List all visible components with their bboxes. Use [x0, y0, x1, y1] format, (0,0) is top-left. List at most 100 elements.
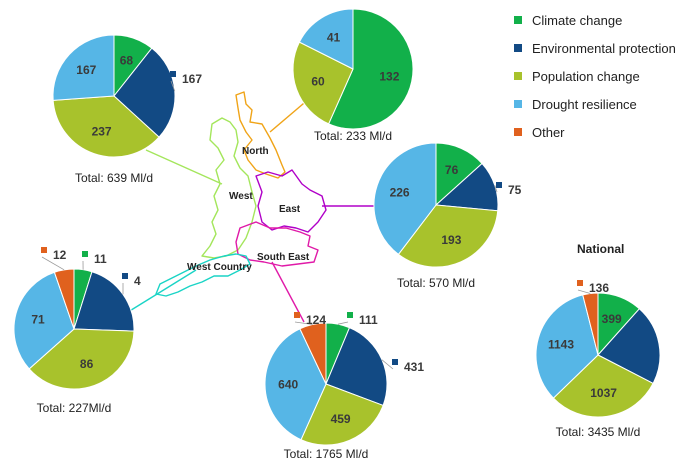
- region-map: [155, 91, 327, 297]
- data-label-west-country-drought-resilience: 71: [31, 313, 45, 327]
- callout-marker-national-other: [577, 280, 583, 286]
- data-label-south-east-drought-resilience: 640: [278, 377, 298, 391]
- data-label-east-climate-change: 76: [445, 163, 459, 177]
- callout-marker-south-east-other: [294, 312, 300, 318]
- region-label-south-east: South East: [257, 252, 310, 263]
- pie-slice-national-other: [582, 292, 599, 356]
- pie-slice-west-population-change: [52, 95, 160, 158]
- pie-slice-south-east-other: [299, 322, 327, 385]
- pie-slice-national-environmental-protection: [597, 308, 661, 385]
- pie-slice-south-east-environmental-protection: [325, 327, 388, 407]
- callout-leader-south-east-environmental-protection: [381, 359, 394, 370]
- callout-leader-west-country-other: [41, 256, 65, 271]
- pie-slice-national-population-change: [552, 354, 654, 418]
- legend-label-climate: Climate change: [532, 13, 622, 28]
- pie-slice-west-drought-resilience: [52, 34, 115, 101]
- pie-national: 399 1037 1143 136 Total: 3435 Ml/d: [535, 280, 661, 439]
- region-label-east: East: [279, 204, 301, 215]
- connector-west-country: [127, 269, 197, 313]
- total-label-west: Total: 639 Ml/d: [75, 171, 153, 185]
- data-label-west-population-change: 237: [92, 125, 112, 139]
- legend-swatch-drought: [514, 100, 522, 108]
- pie-west: 68 167 237 167 Total: 639 Ml/d: [52, 34, 202, 185]
- data-label-west-drought-resilience: 167: [76, 63, 96, 77]
- east-region-outline: [255, 169, 327, 233]
- callout-leader-national-other: [577, 289, 591, 294]
- legend-label-population: Population change: [532, 69, 640, 84]
- pie-slice-north-climate-change: [327, 8, 414, 130]
- data-label-south-east-population-change: 459: [331, 412, 351, 426]
- total-label-west-country: Total: 227Ml/d: [37, 401, 112, 415]
- callout-marker-east-environmental-protection: [496, 182, 502, 188]
- pie-slice-west-country-drought-resilience: [13, 271, 75, 370]
- data-label-east-environmental-protection: 75: [508, 183, 522, 197]
- west-region-outline: [201, 117, 257, 259]
- data-label-national-population-change: 1037: [590, 386, 617, 400]
- data-label-south-east-climate-change: 111: [359, 313, 378, 327]
- north-region-outline: [235, 91, 286, 179]
- legend-swatch-environmental: [514, 44, 522, 52]
- data-label-national-other: 136: [589, 281, 609, 295]
- data-label-north-drought-resilience: 41: [327, 30, 341, 44]
- pie-slice-north-population-change: [292, 41, 354, 125]
- callout-leader-south-east-climate-change: [337, 321, 349, 325]
- westcountry-region-outline: [155, 253, 251, 297]
- pie-slice-east-population-change: [397, 204, 499, 268]
- callout-marker-south-east-climate-change: [347, 312, 353, 318]
- pie-slice-west-country-environmental-protection: [73, 271, 135, 332]
- pie-north: 132 60 41 Total: 233 Ml/d: [292, 8, 414, 143]
- region-label-west: West: [229, 191, 253, 202]
- national-title: National: [577, 242, 624, 256]
- legend-label-drought: Drought resilience: [532, 97, 637, 112]
- callout-marker-west-country-other: [41, 247, 47, 253]
- legend-swatch-climate: [514, 16, 522, 24]
- total-label-north: Total: 233 Ml/d: [314, 129, 392, 143]
- data-label-north-climate-change: 132: [379, 70, 399, 84]
- callout-marker-west-country-climate-change: [82, 251, 88, 257]
- data-label-west-country-population-change: 86: [80, 357, 94, 371]
- data-label-east-population-change: 193: [441, 233, 461, 247]
- callout-leader-east-environmental-protection: [494, 185, 498, 193]
- pie-east: 76 75 193 226 Total: 570 Ml/d: [373, 142, 522, 290]
- region-labels: North West East South East West Country: [187, 146, 310, 273]
- callout-leader-west-environmental-protection: [170, 80, 176, 92]
- data-label-north-population-change: 60: [311, 75, 325, 89]
- data-label-west-climate-change: 68: [120, 53, 134, 67]
- total-label-east: Total: 570 Ml/d: [397, 276, 475, 290]
- callout-leader-south-east-other: [294, 321, 313, 325]
- pie-west-country: 11 4 86 71 12 Total: 227Ml/d: [13, 247, 141, 415]
- pie-slice-north-drought-resilience: [298, 8, 354, 70]
- legend-label-other: Other: [532, 125, 565, 140]
- region-label-west-country: West Country: [187, 262, 252, 273]
- data-label-national-climate-change: 399: [602, 312, 622, 326]
- pie-slice-west-country-population-change: [28, 328, 135, 390]
- legend-swatch-other: [514, 128, 522, 136]
- pie-slice-national-drought-resilience: [535, 294, 599, 399]
- data-label-east-drought-resilience: 226: [390, 186, 410, 200]
- callout-marker-west-environmental-protection: [170, 71, 176, 77]
- callout-marker-south-east-environmental-protection: [392, 359, 398, 365]
- legend-label-environmental: Environmental protection: [532, 41, 676, 56]
- data-label-south-east-environmental-protection: 431: [404, 360, 424, 374]
- data-label-west-country-other: 12: [53, 248, 67, 262]
- legend: Climate change Environmental protection …: [514, 13, 676, 140]
- pie-south-east: 111 431 459 640 124 Total: 1765 Ml/d: [264, 312, 424, 461]
- southeast-region-outline: [235, 221, 319, 267]
- data-label-south-east-other: 124: [306, 313, 326, 327]
- pie-slice-south-east-population-change: [300, 383, 384, 446]
- data-label-west-country-environmental-protection: 4: [134, 274, 141, 288]
- callout-marker-west-country-environmental-protection: [122, 273, 128, 279]
- pie-slice-south-east-drought-resilience: [264, 328, 327, 441]
- total-label-national: Total: 3435 Ml/d: [556, 425, 641, 439]
- data-label-national-drought-resilience: 1143: [548, 338, 574, 352]
- total-label-south-east: Total: 1765 Ml/d: [284, 447, 369, 461]
- pie-charts: 68 167 237 167 Total: 639 Ml/d 132 60 41 Total: …: [13, 8, 661, 461]
- region-label-north: North: [242, 146, 269, 157]
- connector-west: [145, 149, 223, 185]
- data-label-west-environmental-protection: 167: [182, 72, 202, 86]
- data-label-west-country-climate-change: 11: [94, 252, 107, 266]
- pie-slice-east-drought-resilience: [373, 142, 437, 256]
- legend-swatch-population: [514, 72, 522, 80]
